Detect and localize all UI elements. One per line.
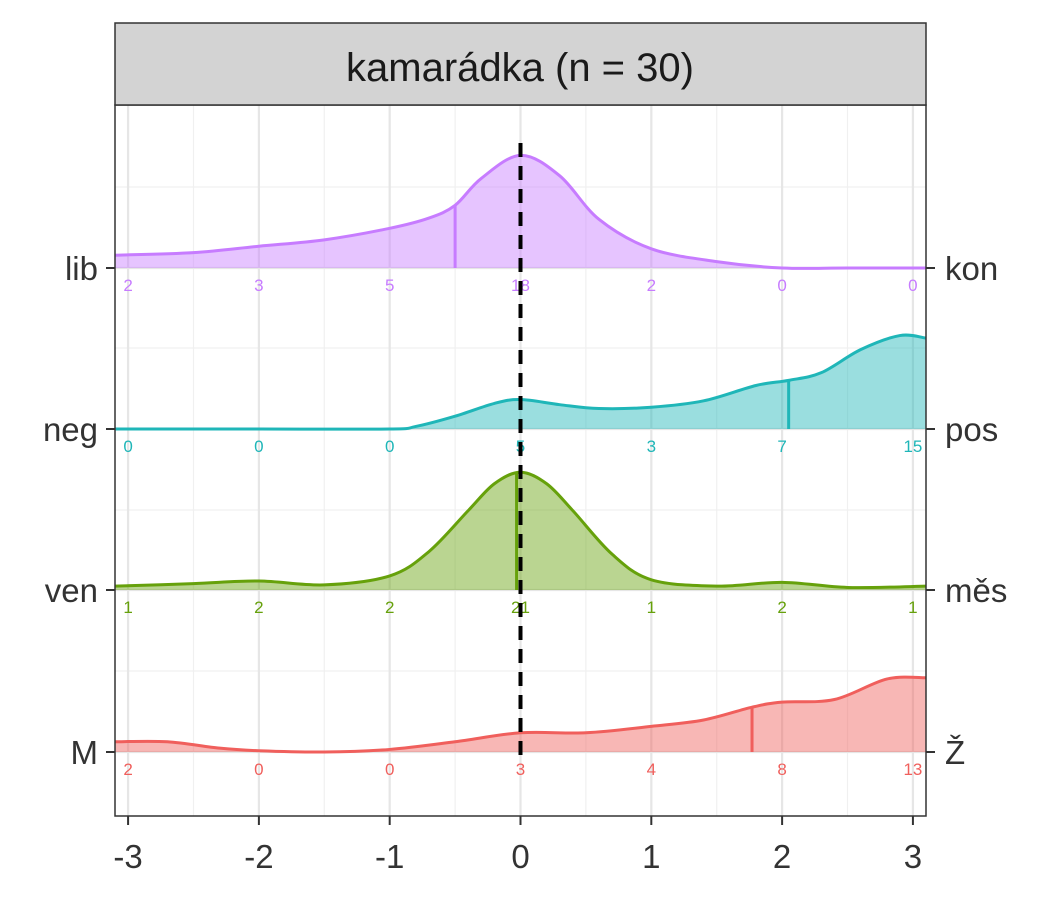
count-label: 2 <box>647 276 656 295</box>
right-axis-label: pos <box>945 411 998 448</box>
count-label: 4 <box>647 760 656 779</box>
count-label: 1 <box>123 598 132 617</box>
left-axis-label: M <box>71 734 99 771</box>
density-line <box>114 153 926 270</box>
right-axis-label: měs <box>945 572 1007 609</box>
right-axis-label: kon <box>945 250 998 287</box>
right-axis-label: Ž <box>945 734 965 771</box>
count-label: 3 <box>254 276 263 295</box>
count-label: 2 <box>385 598 394 617</box>
count-label: 2 <box>123 760 132 779</box>
x-tick-label: 3 <box>904 838 922 875</box>
density-marks: 23518200000537151222112120034813 <box>114 153 927 779</box>
axes: -3 -2 -1 0 1 2 3 lib kon neg pos ven měs M Ž <box>43 250 1007 875</box>
x-tick-label: 2 <box>773 838 791 875</box>
count-label: 0 <box>385 437 394 456</box>
count-label: 2 <box>254 598 263 617</box>
count-label: 2 <box>777 598 786 617</box>
x-tick-label: -3 <box>113 838 142 875</box>
count-label: 0 <box>123 437 132 456</box>
x-tick-label: 1 <box>642 838 660 875</box>
left-axis-label: neg <box>43 411 98 448</box>
count-label: 8 <box>777 760 786 779</box>
count-label: 15 <box>903 437 922 456</box>
density-area <box>115 677 926 753</box>
x-tick-label: -2 <box>244 838 273 875</box>
density-area <box>115 155 926 269</box>
density-line <box>114 675 927 754</box>
x-tick-label: -1 <box>375 838 404 875</box>
left-axis-label: lib <box>65 250 98 287</box>
count-label: 13 <box>903 760 922 779</box>
count-label: 1 <box>908 598 917 617</box>
density-area <box>115 335 926 430</box>
count-label: 5 <box>385 276 394 295</box>
density-line <box>114 333 927 431</box>
count-label: 0 <box>254 437 263 456</box>
left-axis-label: ven <box>45 572 98 609</box>
facet-title: kamarádka (n = 30) <box>346 46 694 90</box>
count-label: 2 <box>123 276 132 295</box>
count-label: 7 <box>777 437 786 456</box>
count-label: 0 <box>908 276 917 295</box>
x-tick-label: 0 <box>511 838 529 875</box>
count-label: 0 <box>385 760 394 779</box>
count-label: 3 <box>516 760 525 779</box>
count-label: 3 <box>647 437 656 456</box>
count-label: 0 <box>254 760 263 779</box>
facet-strip <box>114 22 927 106</box>
count-label: 1 <box>647 598 656 617</box>
count-label: 0 <box>777 276 786 295</box>
density-area <box>115 472 926 590</box>
